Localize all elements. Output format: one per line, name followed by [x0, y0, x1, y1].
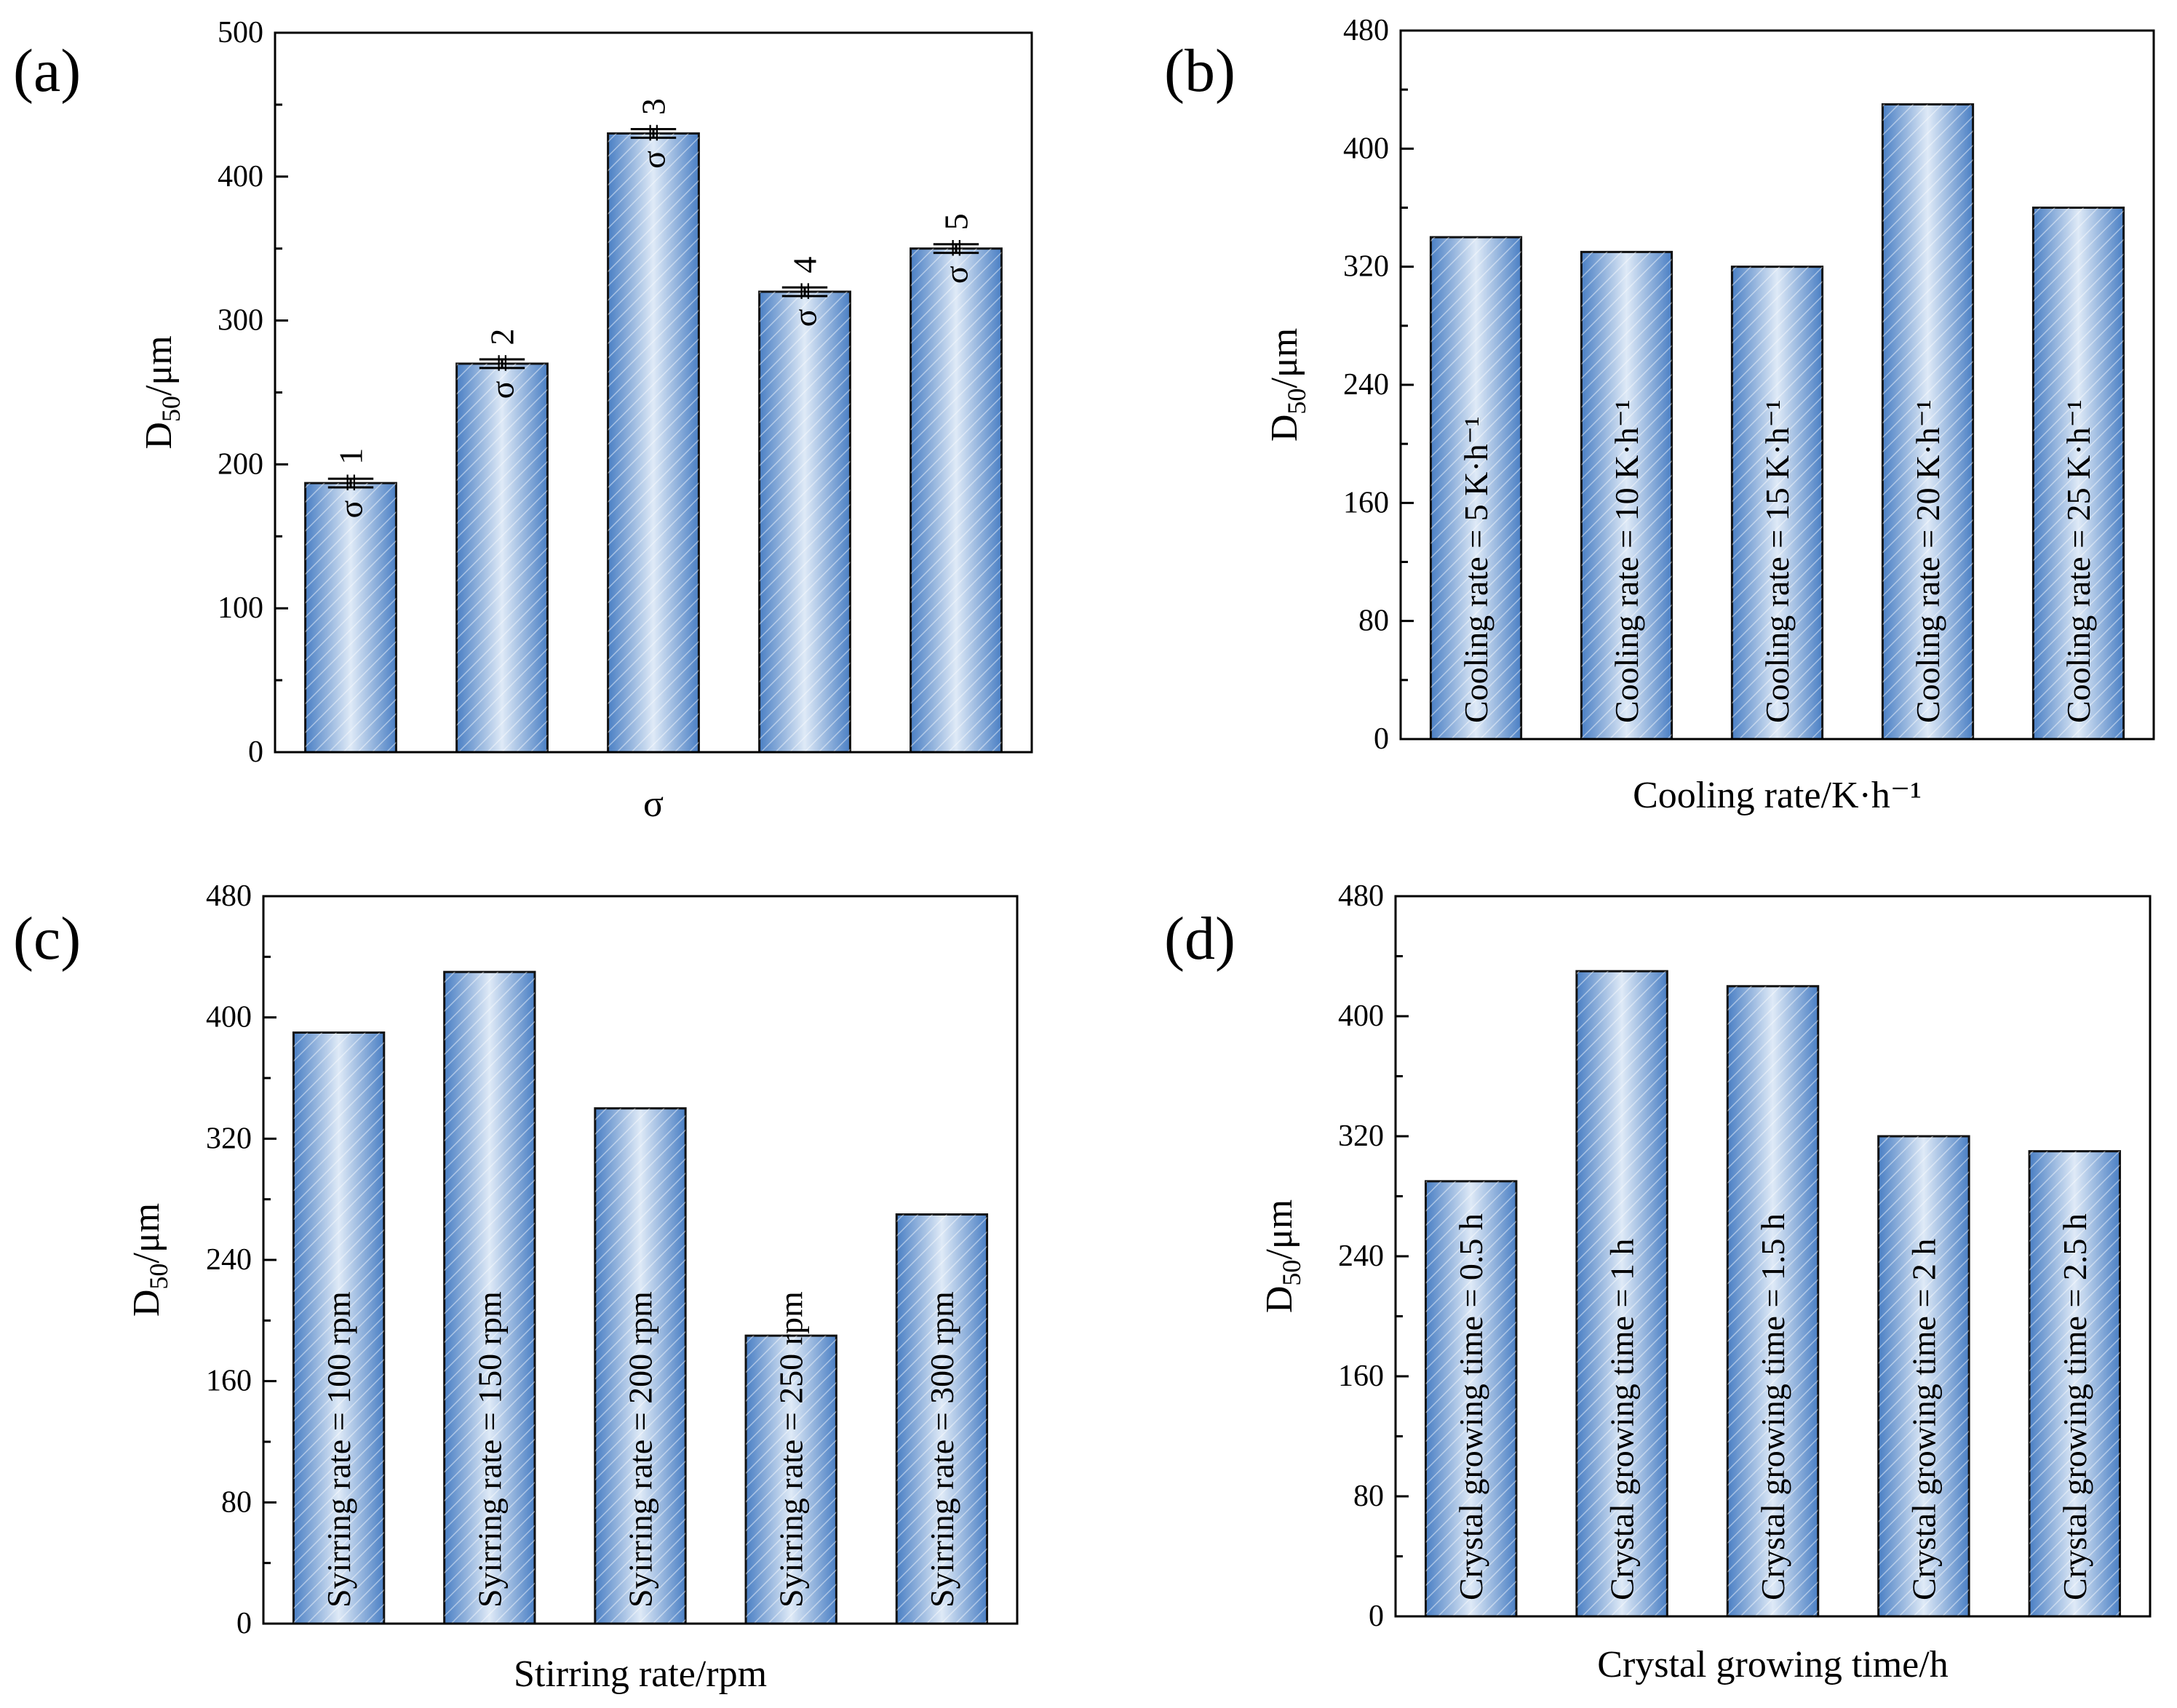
bar-hatch-d-4 [1878, 1136, 1970, 1616]
y-tick-label-c-80: 80 [221, 1485, 252, 1519]
panel-c: Syirring rate = 100 rpm Syirring rate = 1… [13, 879, 1019, 1695]
y-tick-label-b-0: 0 [1374, 722, 1389, 756]
bar-label-d-3: Crystal growing time = 1.5 h [1754, 1213, 1791, 1600]
bar-label-d-2: Crystal growing time = 1 h [1604, 1239, 1641, 1600]
y-tick-label-c-0: 0 [236, 1607, 252, 1640]
y-tick-label-d-480: 480 [1338, 879, 1384, 913]
bar-hatch-a-3 [608, 133, 699, 752]
bar-hatch-a-2 [456, 363, 548, 752]
y-axis-label-unit-d: /μm [1259, 1200, 1300, 1260]
y-axis-label-sub-c: 50 [144, 1264, 173, 1290]
bar-label-d-1: Crystal growing time = 0.5 h [1452, 1213, 1489, 1600]
y-axis-label-unit-a: /μm [138, 335, 180, 396]
y-axis-label-b: D50/μm [1264, 328, 1311, 442]
x-axis-label-a: σ [643, 783, 664, 825]
y-axis-label-main-d: D [1259, 1286, 1300, 1314]
y-tick-label-c-160: 160 [206, 1365, 252, 1398]
y-tick-label-d-320: 320 [1338, 1120, 1384, 1153]
y-tick-label-d-80: 80 [1353, 1480, 1384, 1513]
bar-label-b-5: Cooling rate = 25 K·h⁻¹ [2060, 399, 2097, 723]
y-tick-label-a-300: 300 [218, 304, 263, 338]
y-tick-label-c-400: 400 [206, 1001, 252, 1034]
y-axis-label-unit-b: /μm [1264, 328, 1305, 388]
y-tick-label-b-160: 160 [1343, 486, 1389, 519]
y-tick-label-c-320: 320 [206, 1122, 252, 1155]
bar-label-a-4: σ = 4 [787, 257, 824, 327]
bar-hatch-d-5 [2029, 1151, 2120, 1616]
bar-label-d-5: Crystal growing time = 2.5 h [2056, 1213, 2093, 1600]
y-axis-label-d: D50/μm [1259, 1200, 1306, 1313]
bar-hatch-b-3 [1732, 266, 1823, 740]
x-axis-label-d: Crystal growing time/h [1597, 1644, 1948, 1685]
panel-label-c: (c) [13, 905, 81, 973]
bar-label-b-4: Cooling rate = 20 K·h⁻¹ [1909, 399, 1946, 723]
y-tick-label-b-240: 240 [1343, 368, 1389, 402]
y-axis-label-c: D50/μm [126, 1203, 173, 1317]
bar-label-b-3: Cooling rate = 15 K·h⁻¹ [1759, 399, 1796, 723]
y-tick-label-a-200: 200 [218, 447, 263, 481]
y-tick-label-c-240: 240 [206, 1243, 252, 1277]
bar-label-b-1: Cooling rate = 5 K·h⁻¹ [1457, 416, 1495, 723]
y-tick-label-d-400: 400 [1338, 999, 1384, 1033]
bar-label-d-4: Crystal growing time = 2 h [1905, 1239, 1942, 1600]
y-tick-label-a-100: 100 [218, 591, 263, 625]
x-axis-label-c: Stirring rate/rpm [514, 1653, 767, 1695]
panel-label-a: (a) [13, 37, 81, 105]
panel-d: Crystal growing time = 0.5 h Crystal grow… [1164, 879, 2152, 1685]
y-tick-label-d-240: 240 [1338, 1240, 1384, 1273]
y-axis-label-sub-a: 50 [156, 396, 186, 422]
panel-b-background [1262, 0, 2177, 822]
bar-label-c-3: Syirring rate = 200 rpm [622, 1291, 659, 1608]
y-tick-label-c-480: 480 [206, 879, 252, 913]
panel-b: Cooling rate = 5 K·h⁻¹ Cooling rate = 10 … [1164, 14, 2155, 816]
y-tick-label-a-0: 0 [248, 735, 263, 769]
bar-label-a-2: σ = 2 [484, 329, 521, 399]
y-axis-label-main-c: D [126, 1290, 167, 1317]
panel-label-b: (b) [1164, 37, 1235, 105]
x-axis-label-b: Cooling rate/K·h⁻¹ [1633, 775, 1922, 816]
y-tick-label-b-320: 320 [1343, 250, 1389, 284]
y-tick-label-a-500: 500 [218, 16, 263, 49]
bar-hatch-a-5 [910, 248, 1002, 752]
bar-hatch-a-1 [305, 483, 397, 752]
bar-label-a-3: σ = 3 [635, 98, 672, 169]
panel-a: σ = 1 σ = 2 σ = 3 σ = 4 σ = 5 0 100 200 300 400 50… [13, 16, 1033, 825]
bar-hatch-d-3 [1727, 986, 1818, 1616]
y-axis-label-a: D50/μm [138, 335, 186, 449]
y-tick-label-d-0: 0 [1369, 1600, 1384, 1633]
y-tick-label-d-160: 160 [1338, 1360, 1384, 1393]
y-axis-label-main-b: D [1264, 415, 1305, 442]
y-tick-label-b-80: 80 [1358, 604, 1389, 638]
bar-hatch-b-4 [1882, 104, 1973, 740]
bar-label-a-5: σ = 5 [938, 213, 975, 284]
y-axis-label-main-a: D [138, 422, 180, 450]
bar-hatch-c-5 [896, 1214, 987, 1624]
bar-hatch-a-4 [759, 292, 851, 752]
bar-hatch-d-2 [1576, 971, 1668, 1616]
bar-label-c-4: Syirring rate = 250 rpm [773, 1291, 810, 1608]
bar-hatch-c-4 [746, 1336, 837, 1624]
bar-hatch-c-1 [293, 1032, 384, 1624]
bar-hatch-c-3 [594, 1108, 686, 1624]
y-axis-label-sub-d: 50 [1277, 1260, 1306, 1286]
bar-label-c-1: Syirring rate = 100 rpm [320, 1291, 357, 1608]
panels: σ = 1 σ = 2 σ = 3 σ = 4 σ = 5 0 100 200 300 400 50… [13, 14, 2155, 1695]
bar-hatch-d-1 [1425, 1181, 1516, 1616]
bar-hatch-b-2 [1581, 252, 1672, 739]
bar-hatch-b-5 [2033, 207, 2124, 739]
y-tick-label-b-480: 480 [1343, 14, 1389, 47]
bar-label-c-2: Syirring rate = 150 rpm [471, 1291, 508, 1608]
y-tick-label-b-400: 400 [1343, 132, 1389, 165]
bar-hatch-c-2 [444, 972, 535, 1624]
y-tick-label-a-400: 400 [218, 160, 263, 193]
bar-label-b-2: Cooling rate = 10 K·h⁻¹ [1608, 399, 1645, 723]
bar-label-a-1: σ = 1 [333, 448, 370, 519]
y-axis-label-unit-c: /μm [126, 1203, 167, 1264]
panel-label-d: (d) [1164, 905, 1235, 973]
bar-label-c-5: Syirring rate = 300 rpm [923, 1291, 960, 1608]
bar-hatch-b-1 [1430, 237, 1521, 739]
y-axis-label-sub-b: 50 [1282, 388, 1311, 415]
